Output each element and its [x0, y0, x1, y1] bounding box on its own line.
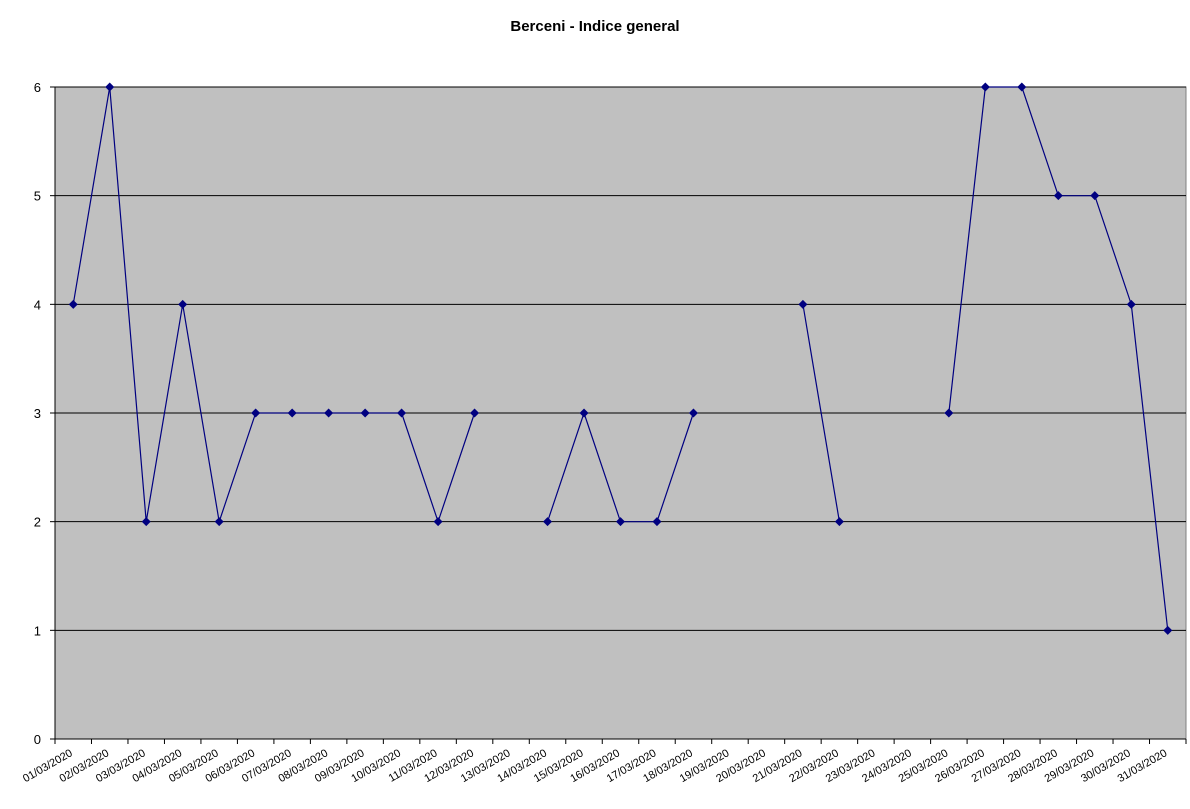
data-point [178, 299, 188, 309]
data-point [1090, 191, 1100, 201]
data-point [652, 517, 662, 527]
data-point [433, 517, 443, 527]
data-point [1126, 299, 1136, 309]
data-point [798, 299, 808, 309]
data-point [1163, 625, 1173, 635]
y-tick-label: 5 [34, 189, 41, 204]
y-tick-label: 0 [34, 732, 41, 747]
y-tick-label: 6 [34, 80, 41, 95]
data-point [324, 408, 334, 418]
data-point [579, 408, 589, 418]
data-point [1053, 191, 1063, 201]
data-point [470, 408, 480, 418]
y-tick-label: 2 [34, 515, 41, 530]
y-tick-label: 4 [34, 297, 41, 312]
data-point [944, 408, 954, 418]
data-point [834, 517, 844, 527]
data-point [287, 408, 297, 418]
data-point [141, 517, 151, 527]
y-tick-label: 1 [34, 623, 41, 638]
data-point [688, 408, 698, 418]
data-point [397, 408, 407, 418]
data-point [616, 517, 625, 527]
data-point [543, 517, 553, 527]
data-point [68, 299, 78, 309]
data-point [980, 82, 990, 92]
chart-title: Berceni - Indice general [510, 18, 679, 35]
data-point [1017, 82, 1027, 92]
data-point [251, 408, 261, 418]
data-point [105, 82, 115, 92]
y-tick-label: 3 [34, 406, 41, 421]
data-point [214, 517, 224, 527]
data-point [360, 408, 370, 418]
